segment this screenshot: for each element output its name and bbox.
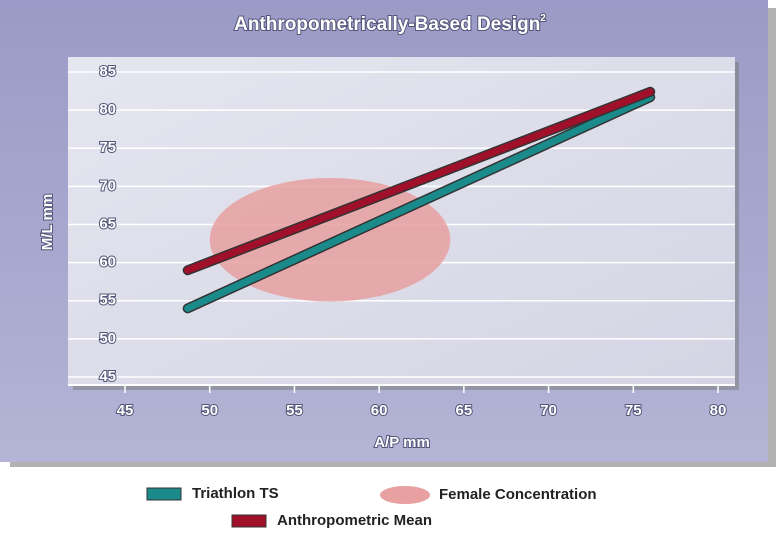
- y-tick-label: 55: [99, 292, 116, 309]
- y-tick-label: 50: [99, 330, 116, 347]
- legend-label: Female Concentration: [439, 486, 597, 503]
- x-tick-label: 50: [201, 402, 218, 419]
- title-text: Anthropometrically-Based Design: [234, 14, 540, 35]
- y-tick-label: 70: [99, 177, 116, 194]
- legend-swatch: [146, 487, 182, 501]
- x-tick-label: 60: [371, 402, 388, 419]
- y-axis-label: M/L mm: [39, 194, 56, 250]
- series-line: [184, 88, 654, 274]
- legend-swatch: [231, 514, 267, 528]
- chart-title: Anthropometrically-Based Design2: [234, 13, 546, 35]
- x-tick-label: 75: [625, 402, 642, 419]
- series-line: [184, 93, 654, 312]
- x-tick-label: 80: [710, 402, 727, 419]
- y-tick-label: 45: [99, 368, 116, 385]
- legend-region-swatch: [380, 486, 430, 504]
- legend-label: Triathlon TS: [192, 485, 279, 502]
- y-tick-label: 65: [99, 215, 116, 232]
- x-tick-label: 45: [117, 402, 134, 419]
- legend-label: Anthropometric Mean: [277, 512, 432, 529]
- x-tick-label: 65: [456, 402, 473, 419]
- title-note: 2: [540, 13, 546, 24]
- x-tick-label: 55: [286, 402, 303, 419]
- y-tick-label: 80: [99, 101, 116, 118]
- y-tick-label: 85: [99, 63, 116, 80]
- x-axis-label: A/P mm: [374, 434, 430, 451]
- y-tick-label: 75: [99, 139, 116, 156]
- x-tick-label: 70: [540, 402, 557, 419]
- y-tick-label: 60: [99, 254, 116, 271]
